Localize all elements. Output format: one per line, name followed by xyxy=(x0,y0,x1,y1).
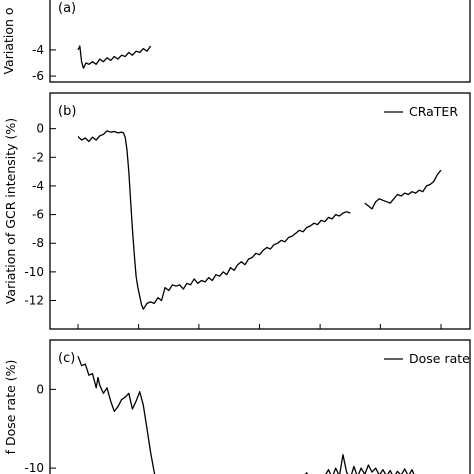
plot-frame xyxy=(49,339,471,474)
series-line xyxy=(304,472,309,474)
y-tick-label: -4 xyxy=(32,179,44,193)
panel-label: (c) xyxy=(58,351,75,366)
y-axis-label: f Dose rate (%) xyxy=(3,360,18,455)
y-tick-label: -12 xyxy=(24,294,44,308)
series-line xyxy=(77,45,152,69)
panel-1: -4 -6 (a) Variation o xyxy=(1,0,471,83)
legend: CRaTER xyxy=(384,104,458,119)
panel-3: 0 -10 (c) Dose rate f Dose rate (%) xyxy=(3,339,471,474)
legend: Dose rate xyxy=(384,351,470,366)
y-axis-label: Variation o xyxy=(1,7,16,74)
y-tick-label: -6 xyxy=(32,69,44,83)
y-tick-label: -10 xyxy=(24,461,44,474)
legend-label: CRaTER xyxy=(409,104,458,119)
y-tick-label: 0 xyxy=(36,382,44,396)
series-line xyxy=(364,169,442,210)
panel-label: (b) xyxy=(58,104,76,119)
plot-frame xyxy=(49,0,471,83)
legend-label: Dose rate xyxy=(409,351,470,366)
plot-frame xyxy=(49,92,471,330)
y-tick-label: -8 xyxy=(32,236,44,250)
series-line xyxy=(77,355,156,474)
series-line xyxy=(77,130,351,310)
y-tick-label: -2 xyxy=(32,150,44,164)
panel-2: 0 -2 -4 -6 -8 -10 -12 (b) CRaTER Variation of GCR… xyxy=(3,92,471,330)
y-tick-label: -10 xyxy=(24,265,44,279)
y-tick-label: -6 xyxy=(32,208,44,222)
panel-label: (a) xyxy=(58,1,76,16)
series-line xyxy=(325,454,415,474)
y-tick-label: -4 xyxy=(32,43,44,57)
y-tick-label: 0 xyxy=(36,122,44,136)
y-axis-label: Variation of GCR intensity (%) xyxy=(3,118,18,304)
